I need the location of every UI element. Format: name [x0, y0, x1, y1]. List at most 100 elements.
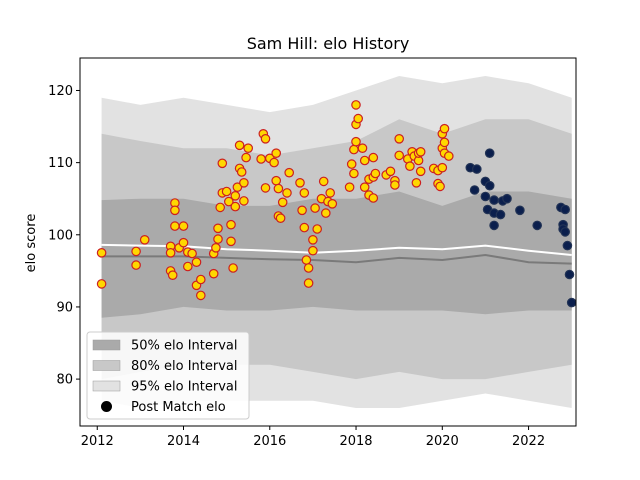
past-match-point — [269, 157, 279, 168]
past-match-point — [260, 183, 271, 193]
past-match-point — [312, 224, 322, 234]
past-match-point — [208, 268, 219, 279]
axes: 2012 2014 2016 2018 2020 2022 80 90 100 110 120 — [48, 57, 577, 449]
past-match-point — [308, 235, 318, 245]
y-tick-label: 120 — [48, 84, 73, 99]
past-match-point — [415, 147, 426, 157]
legend-marker-post-match — [101, 401, 112, 412]
past-match-point — [275, 213, 286, 223]
past-match-point — [439, 137, 450, 148]
past-match-point — [196, 290, 206, 301]
past-match-point — [273, 183, 284, 194]
legend-entry: 80% elo Interval — [131, 359, 238, 374]
chart-title: Sam Hill: elo History — [247, 34, 410, 53]
past-match-point — [349, 168, 359, 179]
past-match-point — [226, 236, 236, 247]
y-tick-label: 90 — [56, 300, 73, 315]
past-match-point — [131, 246, 141, 257]
past-match-point — [385, 166, 396, 177]
past-match-point — [359, 182, 370, 192]
past-match-point — [243, 143, 253, 153]
y-axis-label: elo score — [24, 214, 39, 273]
past-match-point — [308, 245, 318, 256]
recent-match-point — [560, 204, 570, 215]
past-match-point — [394, 134, 404, 144]
past-match-point — [256, 154, 266, 164]
recent-match-point — [469, 185, 480, 195]
x-tick-label: 2014 — [167, 434, 200, 449]
past-match-point — [170, 221, 180, 231]
y-tick-label: 80 — [56, 373, 73, 388]
past-match-point — [318, 176, 329, 187]
past-match-point — [167, 270, 178, 280]
past-match-point — [187, 248, 197, 259]
past-match-point — [327, 199, 338, 209]
y-tick-label: 110 — [48, 156, 73, 171]
past-match-point — [213, 234, 223, 244]
recent-match-point — [484, 148, 495, 158]
recent-match-point — [480, 191, 491, 202]
past-match-point — [437, 162, 448, 173]
legend-swatch-50 — [92, 339, 121, 351]
past-match-point — [228, 263, 238, 273]
x-tick-label: 2016 — [253, 434, 286, 449]
past-match-point — [131, 260, 141, 270]
past-match-point — [183, 261, 193, 272]
past-match-point — [353, 113, 363, 124]
past-match-point — [299, 222, 310, 233]
band-50 — [101, 191, 572, 318]
past-match-point — [277, 197, 288, 208]
past-match-point — [320, 208, 331, 218]
past-match-point — [301, 255, 312, 265]
mean-line — [101, 253, 572, 265]
recent-match-point — [560, 227, 570, 237]
x-tick-label: 2020 — [426, 434, 459, 449]
past-match-point — [405, 161, 415, 171]
past-match-point — [368, 193, 379, 203]
past-match-point — [232, 182, 243, 192]
past-match-point — [415, 166, 426, 177]
past-match-point — [211, 243, 221, 253]
past-match-point — [344, 182, 355, 192]
plot-area — [96, 76, 577, 408]
past-match-point — [370, 168, 381, 179]
y-tick-label: 100 — [48, 228, 73, 243]
past-match-point — [96, 248, 107, 258]
legend-entry: Post Match elo — [131, 400, 226, 415]
recent-match-point — [515, 205, 525, 216]
legend-box — [86, 331, 250, 420]
x-tick-label: 2018 — [339, 434, 372, 449]
past-match-point — [224, 196, 234, 207]
past-match-point — [325, 188, 335, 198]
past-match-point — [170, 205, 180, 216]
legend-entry: 95% elo Interval — [131, 380, 238, 395]
plot-frame — [79, 57, 577, 427]
past-match-point — [178, 237, 189, 248]
past-match-point — [310, 203, 320, 213]
past-match-point — [196, 274, 206, 285]
past-match-point — [303, 263, 314, 273]
past-match-point — [297, 205, 307, 216]
recent-match-point — [489, 220, 499, 231]
past-match-point — [357, 143, 368, 153]
past-match-point — [435, 181, 445, 192]
recent-match-point — [564, 269, 575, 280]
past-match-point — [234, 140, 245, 151]
past-match-point — [217, 158, 228, 169]
past-match-point — [349, 144, 359, 155]
past-match-point — [390, 180, 400, 190]
past-match-point — [359, 155, 370, 166]
past-match-point — [230, 191, 241, 201]
past-match-point — [165, 248, 176, 258]
past-match-point — [351, 100, 361, 110]
past-match-point — [368, 152, 379, 163]
past-match-point — [213, 223, 223, 234]
past-match-point — [221, 186, 232, 197]
past-match-point — [295, 178, 305, 188]
past-match-point — [230, 201, 241, 212]
recent-match-point — [471, 164, 482, 174]
past-match-point — [271, 148, 281, 158]
past-match-point — [139, 235, 150, 245]
past-match-point — [411, 178, 422, 188]
